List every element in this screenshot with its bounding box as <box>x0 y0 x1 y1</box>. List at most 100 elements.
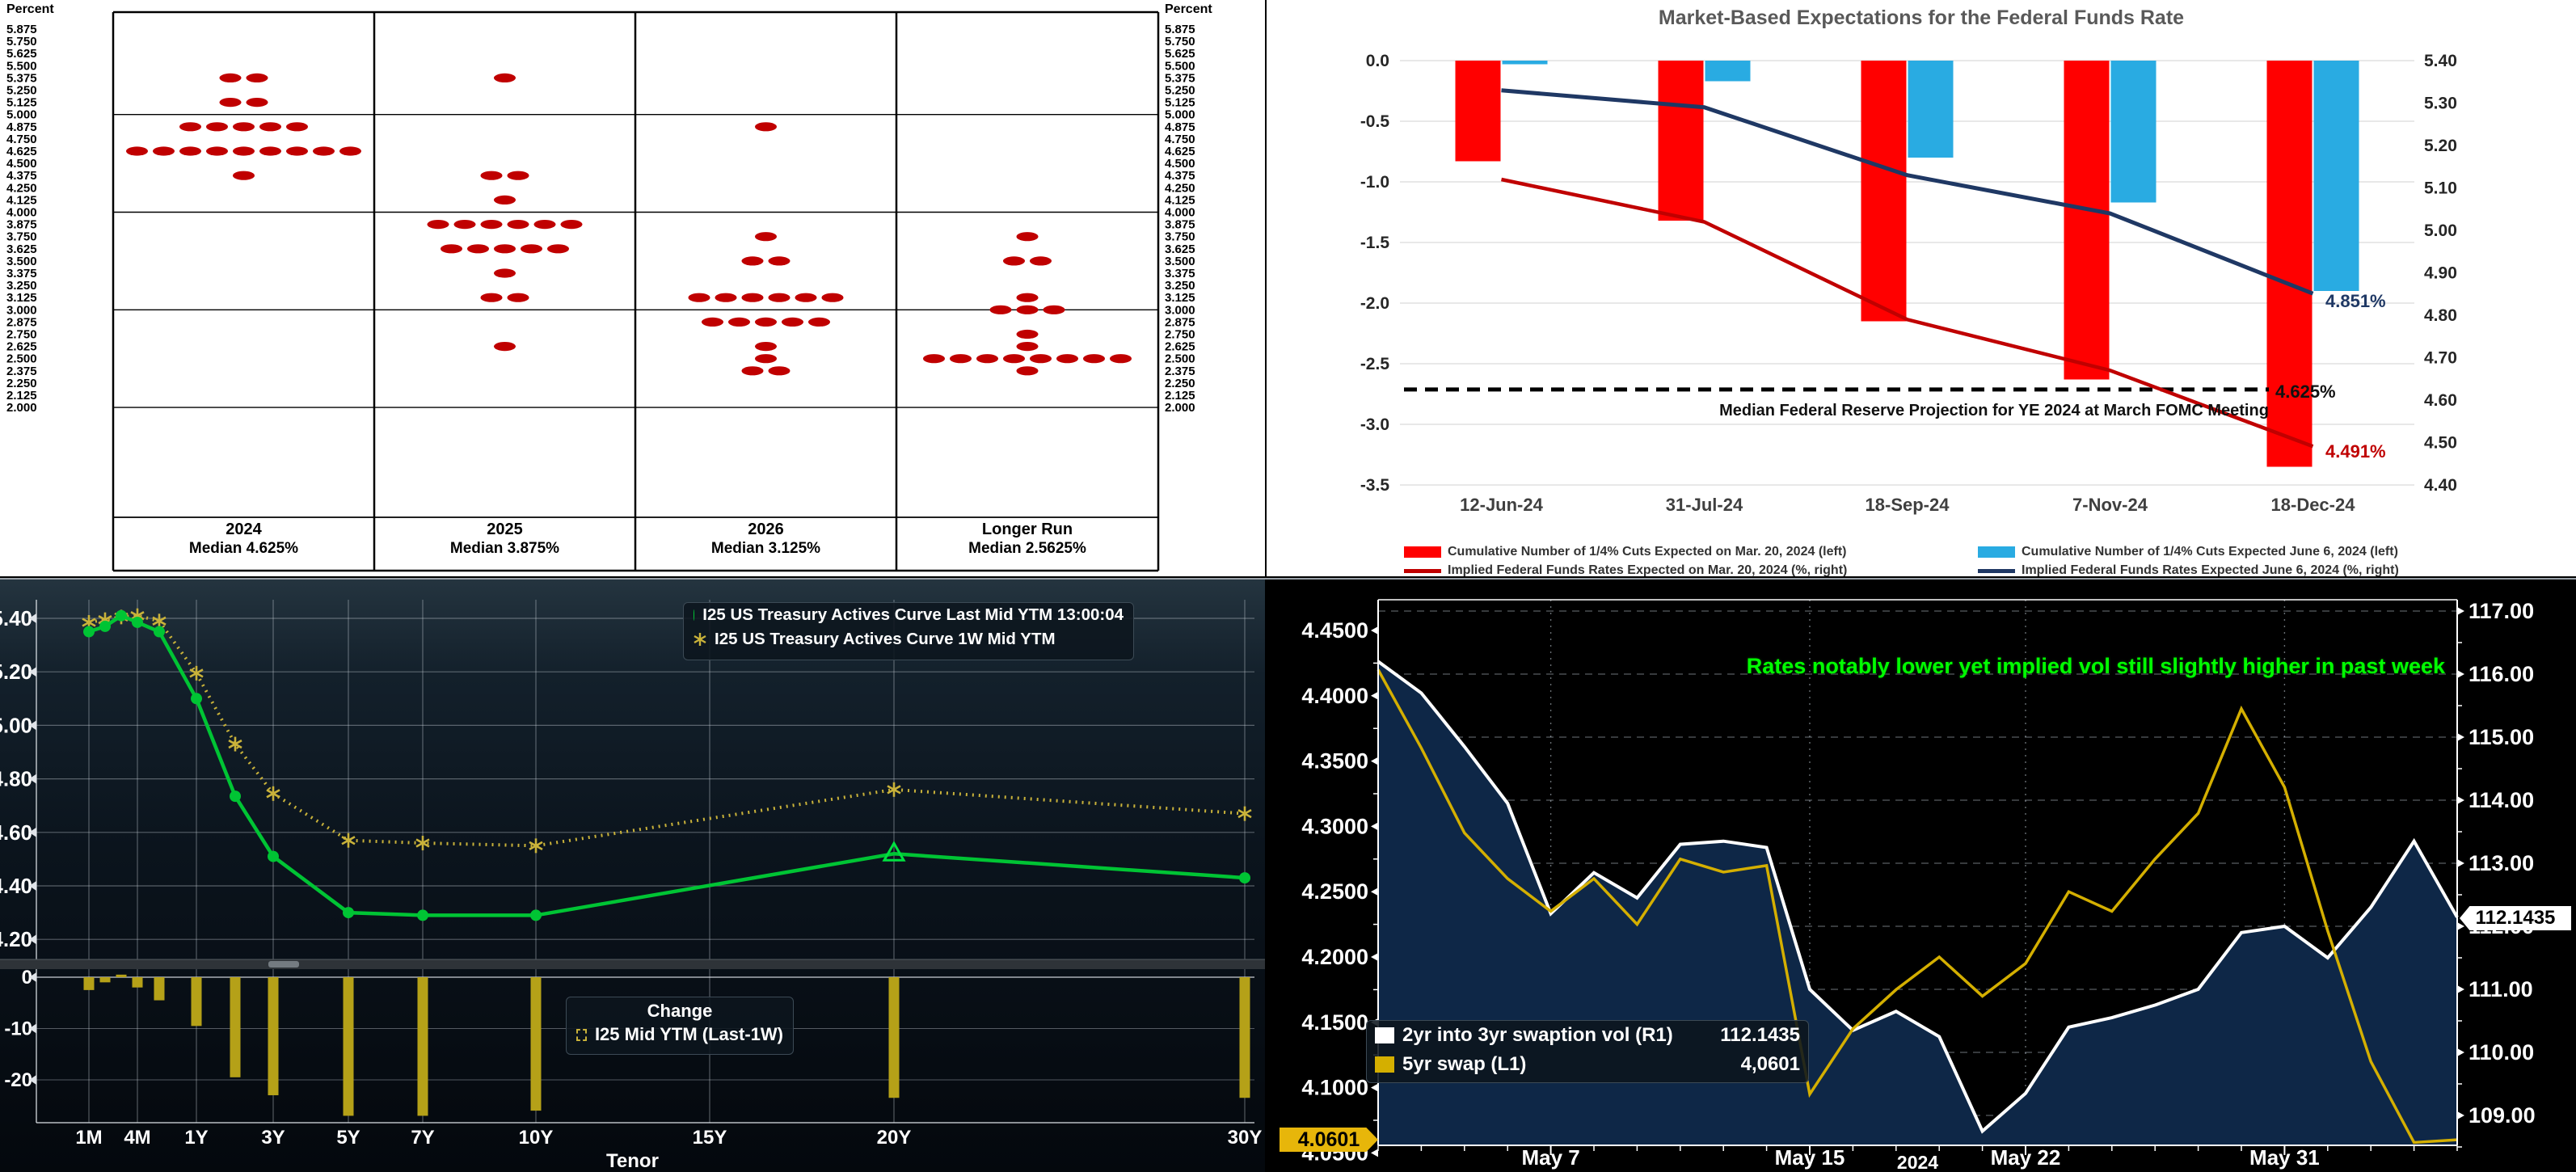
svg-text:4.625: 4.625 <box>6 145 37 158</box>
svg-text:3.875: 3.875 <box>1165 218 1195 232</box>
navy-line-end-value: 4.851% <box>2325 291 2386 311</box>
svg-text:-3.5: -3.5 <box>1360 476 1390 495</box>
red-line-end-value: 4.491% <box>2325 441 2386 462</box>
svg-text:5.750: 5.750 <box>6 35 37 48</box>
vol-legend: 2yr into 3yr swaption vol (R1) 112.1435 … <box>1366 1020 1809 1083</box>
legend-item-implied-jun6: Implied Federal Funds Rates Expected Jun… <box>1978 563 2399 576</box>
svg-text:4.1000: 4.1000 <box>1301 1076 1368 1100</box>
svg-text:3.125: 3.125 <box>1165 291 1195 305</box>
svg-text:4.625: 4.625 <box>1165 145 1195 158</box>
svg-text:7Y: 7Y <box>411 1127 434 1149</box>
chart-annotation: Rates notably lower yet implied vol stil… <box>1746 654 2445 678</box>
legend-item-change[interactable]: I25 Mid YTM (Last-1W) <box>567 1022 793 1048</box>
dotplot-column-median: Median 3.875% <box>449 540 560 557</box>
svg-text:2.375: 2.375 <box>1165 365 1195 378</box>
change-legend-title: Change <box>647 1001 713 1021</box>
yellow-square-icon <box>1375 1056 1394 1073</box>
red-line-swatch-icon <box>1404 568 1441 573</box>
svg-text:2.750: 2.750 <box>1165 328 1195 342</box>
svg-text:4.80: 4.80 <box>0 767 32 791</box>
svg-text:4.20: 4.20 <box>0 927 32 951</box>
svg-text:4.125: 4.125 <box>1165 193 1195 207</box>
svg-text:4.60: 4.60 <box>2424 391 2457 410</box>
dotplot-column-median: Median 3.125% <box>710 540 821 557</box>
fed-dot-plot-panel: Percent Percent 5.875 5.875 5.750 5.750 5.625 5… <box>0 0 1265 576</box>
svg-text:5.375: 5.375 <box>1165 71 1195 85</box>
ffr-expectations-chart: 0.0 -0.5 -1.0 -1.5 -2.0 -2.5 -3.0 -3.5 5.40 5.30 5… <box>1360 52 2457 515</box>
svg-text:3.625: 3.625 <box>6 242 37 256</box>
svg-text:3.250: 3.250 <box>1165 279 1195 293</box>
svg-text:4.70: 4.70 <box>2424 349 2457 368</box>
svg-text:May 31: May 31 <box>2249 1145 2320 1170</box>
svg-text:12-Jun-24: 12-Jun-24 <box>1460 495 1543 515</box>
navy-line-swatch-icon <box>1978 568 2015 573</box>
legend-item-5yr-swap[interactable]: 5yr swap (L1) 4,0601 <box>1367 1050 1808 1079</box>
svg-text:2.500: 2.500 <box>1165 352 1195 366</box>
svg-text:5.10: 5.10 <box>2424 179 2457 198</box>
svg-text:5.875: 5.875 <box>1165 23 1195 36</box>
ffr-expectations-panel: Market-Based Expectations for the Federa… <box>1267 0 2576 576</box>
svg-text:4.000: 4.000 <box>1165 206 1195 220</box>
change-legend: Change I25 Mid YTM (Last-1W) <box>566 997 794 1055</box>
svg-text:113.00: 113.00 <box>2468 851 2534 875</box>
svg-text:4.500: 4.500 <box>6 157 37 171</box>
svg-text:4.3500: 4.3500 <box>1301 749 1368 774</box>
svg-text:5.000: 5.000 <box>1165 108 1195 122</box>
svg-text:2.875: 2.875 <box>1165 315 1195 329</box>
legend-item-last-ytm[interactable]: I25 US Treasury Actives Curve Last Mid Y… <box>684 603 1133 627</box>
svg-text:4M: 4M <box>124 1127 150 1149</box>
svg-text:20Y: 20Y <box>877 1127 912 1149</box>
svg-text:4.2500: 4.2500 <box>1301 879 1368 904</box>
svg-text:5.40: 5.40 <box>0 606 32 630</box>
legend-label: 5yr swap (L1) <box>1402 1053 1527 1075</box>
legend-label: Implied Federal Funds Rates Expected on … <box>1448 563 1848 576</box>
dotplot-column-median: Median 2.5625% <box>968 540 1086 557</box>
dotplot-column-year: 2024 <box>226 521 262 538</box>
legend-item-1w-ytm[interactable]: I25 US Treasury Actives Curve 1W Mid YTM <box>684 627 1133 651</box>
legend-label: I25 Mid YTM (Last-1W) <box>594 1024 783 1044</box>
reference-line-caption: Median Federal Reserve Projection for YE… <box>1719 402 2269 419</box>
svg-text:-2.5: -2.5 <box>1360 355 1390 373</box>
panel-divider-handle[interactable] <box>268 961 299 968</box>
legend-label: 2yr into 3yr swaption vol (R1) <box>1402 1024 1673 1046</box>
last-value-tag-5yr-swap: 4.0601 <box>1280 1128 1378 1152</box>
svg-text:3.000: 3.000 <box>1165 303 1195 317</box>
svg-text:5.000: 5.000 <box>6 108 37 122</box>
svg-text:4.375: 4.375 <box>6 169 37 183</box>
white-square-icon <box>1375 1027 1394 1043</box>
svg-text:-3.0: -3.0 <box>1360 415 1389 434</box>
svg-text:114.00: 114.00 <box>2468 788 2534 812</box>
legend-item-swaption-vol[interactable]: 2yr into 3yr swaption vol (R1) 112.1435 <box>1367 1021 1808 1050</box>
svg-text:4.40: 4.40 <box>0 874 32 898</box>
reference-line-value: 4.625% <box>2275 382 2336 402</box>
svg-text:2.625: 2.625 <box>6 340 37 354</box>
svg-text:-0.5: -0.5 <box>1360 112 1390 131</box>
svg-text:Percent: Percent <box>6 2 54 16</box>
svg-text:2.250: 2.250 <box>1165 377 1195 390</box>
svg-text:Percent: Percent <box>1165 2 1212 16</box>
svg-text:2.125: 2.125 <box>1165 389 1195 403</box>
svg-text:18-Sep-24: 18-Sep-24 <box>1866 495 1950 515</box>
svg-text:2.625: 2.625 <box>1165 340 1195 354</box>
svg-text:4.80: 4.80 <box>2424 306 2457 325</box>
svg-text:5.30: 5.30 <box>2424 95 2457 113</box>
dotplot-column-year: 2026 <box>748 521 784 538</box>
svg-text:3.375: 3.375 <box>6 267 37 280</box>
legend-label: Cumulative Number of 1/4% Cuts Expected … <box>1448 545 1847 559</box>
svg-text:5.250: 5.250 <box>6 84 37 98</box>
svg-text:-10: -10 <box>4 1018 32 1040</box>
legend-item-cuts-mar20: Cumulative Number of 1/4% Cuts Expected … <box>1404 545 1846 559</box>
svg-text:4.4000: 4.4000 <box>1301 684 1368 708</box>
svg-text:2.375: 2.375 <box>6 365 37 378</box>
svg-text:110.00: 110.00 <box>2468 1040 2534 1064</box>
svg-text:2.500: 2.500 <box>6 352 37 366</box>
legend-item-cuts-jun6: Cumulative Number of 1/4% Cuts Expected … <box>1978 545 2398 559</box>
svg-text:3.625: 3.625 <box>1165 242 1195 256</box>
dashed-square-icon <box>576 1028 587 1041</box>
svg-text:-1.5: -1.5 <box>1360 234 1390 252</box>
dot-column-longer-run <box>923 232 1132 376</box>
svg-text:7-Nov-24: 7-Nov-24 <box>2072 495 2148 515</box>
svg-text:5.625: 5.625 <box>1165 47 1195 61</box>
